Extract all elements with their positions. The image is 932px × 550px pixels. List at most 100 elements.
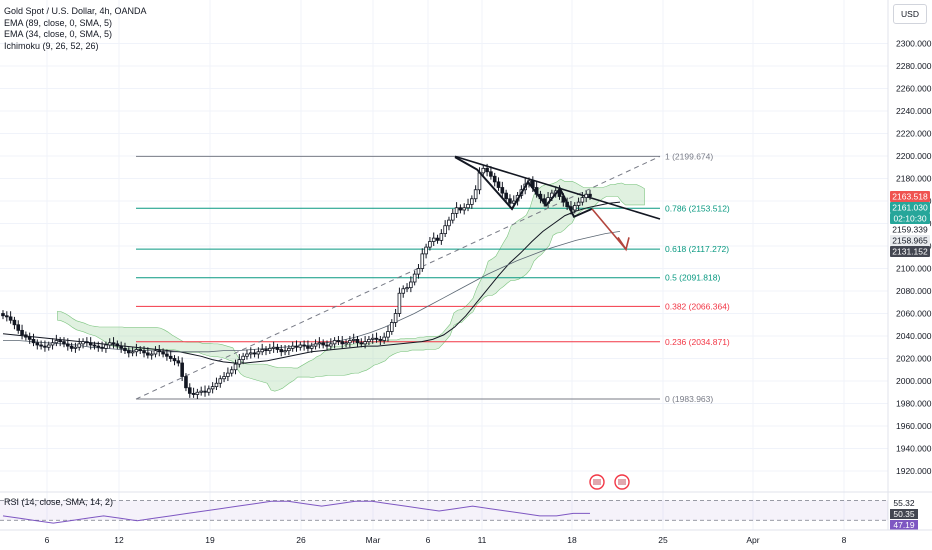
candle: [218, 378, 223, 384]
candle: [176, 360, 181, 364]
price-labels: 2163.5182161.03002:10:302159.3392158.965…: [890, 191, 930, 258]
candle: [248, 352, 253, 355]
candle: [470, 198, 474, 205]
candle: [149, 353, 154, 356]
candle: [351, 338, 356, 341]
price-label-bg: [890, 246, 930, 258]
price-axis: 1920.000 1940.000 1960.000 1980.000 2000.000…: [887, 0, 932, 530]
fib-label: 0.618 (2117.272): [665, 244, 729, 254]
economic-event-icon[interactable]: [589, 474, 605, 490]
candle: [222, 376, 226, 380]
pattern-path: [454, 156, 593, 219]
chart-legend: Gold Spot / U.S. Dollar, 4h, OANDA EMA (…: [4, 6, 147, 52]
candle: [367, 338, 371, 343]
candle: [439, 233, 444, 241]
candle: [420, 253, 425, 269]
candle: [69, 345, 74, 349]
x-tick-label: 18: [567, 535, 577, 545]
candle: [340, 341, 345, 345]
y-tick-label: 2260.000: [896, 84, 932, 94]
candle: [447, 219, 451, 227]
candle: [16, 324, 21, 331]
rsi-line: [2, 500, 590, 524]
candle: [572, 205, 577, 211]
pattern-zigzag: [454, 156, 630, 252]
candle: [77, 343, 82, 348]
candle: [126, 350, 131, 354]
candle: [58, 340, 62, 343]
candle: [382, 336, 386, 341]
price-label: 2163.518: [892, 192, 928, 202]
candle: [184, 376, 188, 389]
fib-label: 0 (1983.963): [665, 394, 713, 404]
rsi-scale-label: 47.19: [893, 520, 915, 530]
x-tick-label: 11: [478, 535, 487, 545]
candle: [424, 246, 428, 255]
price-label-bg: [890, 235, 930, 247]
candle: [458, 207, 463, 211]
candle: [287, 347, 291, 352]
candle: [35, 342, 40, 346]
candle: [107, 342, 112, 346]
candle: [378, 338, 383, 341]
x-tick-label: 25: [658, 535, 668, 545]
candle: [199, 390, 204, 393]
price-label: 2158.965: [892, 236, 928, 246]
candle: [168, 355, 173, 359]
candle: [111, 342, 116, 345]
price-label: 02:10:30: [893, 214, 926, 224]
y-tick-label: 1940.000: [896, 444, 932, 454]
candle: [8, 316, 13, 321]
candle: [462, 207, 467, 211]
candle: [473, 189, 478, 200]
y-tick-label: 2280.000: [896, 61, 932, 71]
candle: [397, 292, 402, 314]
price-label: 2159.339: [892, 225, 928, 235]
candle: [31, 338, 36, 344]
candle: [104, 344, 108, 349]
symbol-title[interactable]: Gold Spot / U.S. Dollar, 4h, OANDA: [4, 6, 147, 16]
candle: [195, 391, 200, 395]
candle: [309, 345, 314, 349]
ichimoku-cloud: [57, 178, 645, 392]
candle: [138, 349, 143, 352]
indicator-ichimoku[interactable]: Ichimoku (9, 26, 52, 26): [4, 40, 99, 51]
candle: [580, 197, 585, 203]
candle: [306, 345, 310, 349]
candles: [1, 163, 592, 399]
y-tick-label: 2240.000: [896, 106, 932, 116]
y-tick-label: 2220.000: [896, 129, 932, 139]
rsi-legend[interactable]: RSI (14, close, SMA, 14, 2): [4, 497, 114, 507]
candle: [329, 343, 333, 347]
candle: [428, 241, 432, 248]
y-tick-label: 1920.000: [896, 466, 932, 476]
candle: [496, 181, 501, 188]
candle: [321, 342, 325, 346]
indicator-ema89[interactable]: EMA (89, close, 0, SMA, 5): [4, 17, 113, 28]
fib-label: 0.236 (2034.871): [665, 337, 730, 347]
candle: [268, 347, 272, 352]
candle: [27, 336, 32, 340]
candle: [226, 372, 230, 377]
candle: [294, 345, 299, 348]
economic-event-icon[interactable]: [614, 474, 630, 490]
candle: [412, 273, 417, 283]
y-tick-label: 2000.000: [896, 376, 932, 386]
candle: [500, 187, 505, 194]
candle: [85, 341, 89, 344]
indicator-ema34[interactable]: EMA (34, close, 0, SMA, 5): [4, 29, 113, 39]
fib-label: 0.382 (2066.364): [665, 301, 730, 311]
candle: [256, 351, 261, 355]
y-tick-label: 2040.000: [896, 331, 932, 341]
fib-label: 0.786 (2153.512): [665, 203, 730, 213]
currency-button[interactable]: USD: [893, 4, 927, 24]
candle: [233, 363, 238, 371]
y-tick-label: 2180.000: [896, 174, 932, 184]
candle: [12, 319, 17, 326]
candle: [134, 349, 139, 353]
rsi-scale-bg: [890, 498, 918, 508]
x-tick-label: Apr: [746, 535, 759, 545]
candle: [260, 349, 264, 353]
